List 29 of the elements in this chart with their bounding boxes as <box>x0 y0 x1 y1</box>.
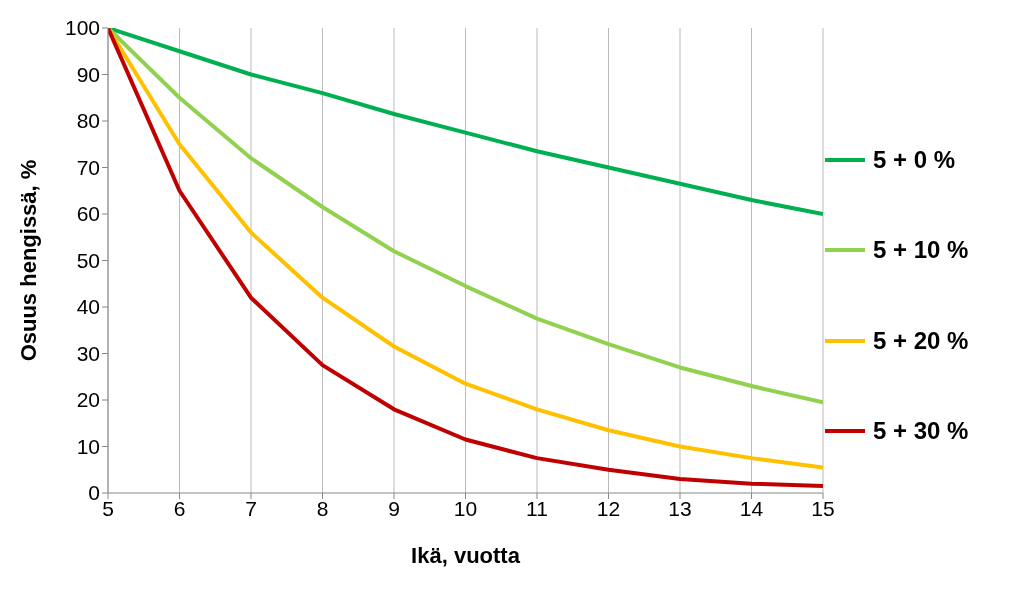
y-tick-label: 40 <box>76 295 100 319</box>
y-tick-label: 30 <box>76 341 100 365</box>
y-tick-label: 70 <box>76 155 100 179</box>
legend-label: 5 + 30 % <box>873 417 969 446</box>
x-tick-label: 5 <box>102 496 114 520</box>
legend-label: 5 + 10 % <box>873 236 969 265</box>
y-tick-label: 100 <box>64 16 100 40</box>
y-tick-label: 90 <box>76 62 100 86</box>
x-tick-label: 13 <box>668 496 692 520</box>
x-tick-label: 15 <box>811 496 835 520</box>
y-tick-label: 80 <box>76 109 100 133</box>
y-tick-label: 50 <box>76 248 100 272</box>
x-tick-label: 9 <box>388 496 400 520</box>
x-tick-label: 12 <box>596 496 621 520</box>
line-series <box>108 28 823 216</box>
y-tick-label: 20 <box>76 388 100 412</box>
y-axis-title: Osuus hengissä, % <box>15 159 41 362</box>
x-tick-label: 7 <box>245 496 257 520</box>
x-tick-label: 14 <box>739 496 764 520</box>
legend-label: 5 + 20 % <box>873 326 969 355</box>
legend-label: 5 + 0 % <box>873 145 956 174</box>
y-tick-label: 60 <box>76 202 100 226</box>
y-tick-label: 10 <box>76 434 100 458</box>
x-tick-label: 8 <box>316 496 329 520</box>
x-tick-label: 10 <box>453 496 478 520</box>
x-tick-label: 6 <box>173 496 186 520</box>
x-axis-title: Ikä, vuotta <box>411 543 521 568</box>
x-tick-label: 11 <box>526 496 548 520</box>
y-tick-label: 0 <box>88 481 100 505</box>
